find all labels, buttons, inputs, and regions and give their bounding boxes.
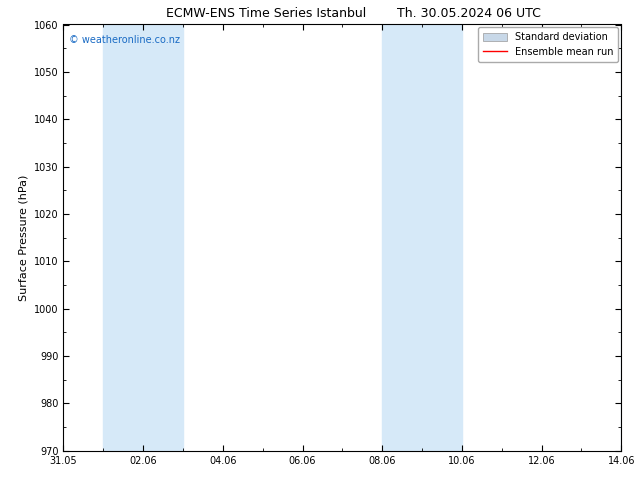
- Y-axis label: Surface Pressure (hPa): Surface Pressure (hPa): [18, 174, 29, 301]
- Text: ECMW-ENS Time Series Istanbul: ECMW-ENS Time Series Istanbul: [166, 7, 366, 21]
- Bar: [103, 24, 183, 451]
- Legend: Standard deviation, Ensemble mean run: Standard deviation, Ensemble mean run: [478, 27, 618, 62]
- Bar: [382, 24, 422, 451]
- Bar: [422, 24, 462, 451]
- Text: Th. 30.05.2024 06 UTC: Th. 30.05.2024 06 UTC: [398, 7, 541, 21]
- Text: © weatheronline.co.nz: © weatheronline.co.nz: [69, 35, 180, 45]
- Bar: [621, 24, 634, 451]
